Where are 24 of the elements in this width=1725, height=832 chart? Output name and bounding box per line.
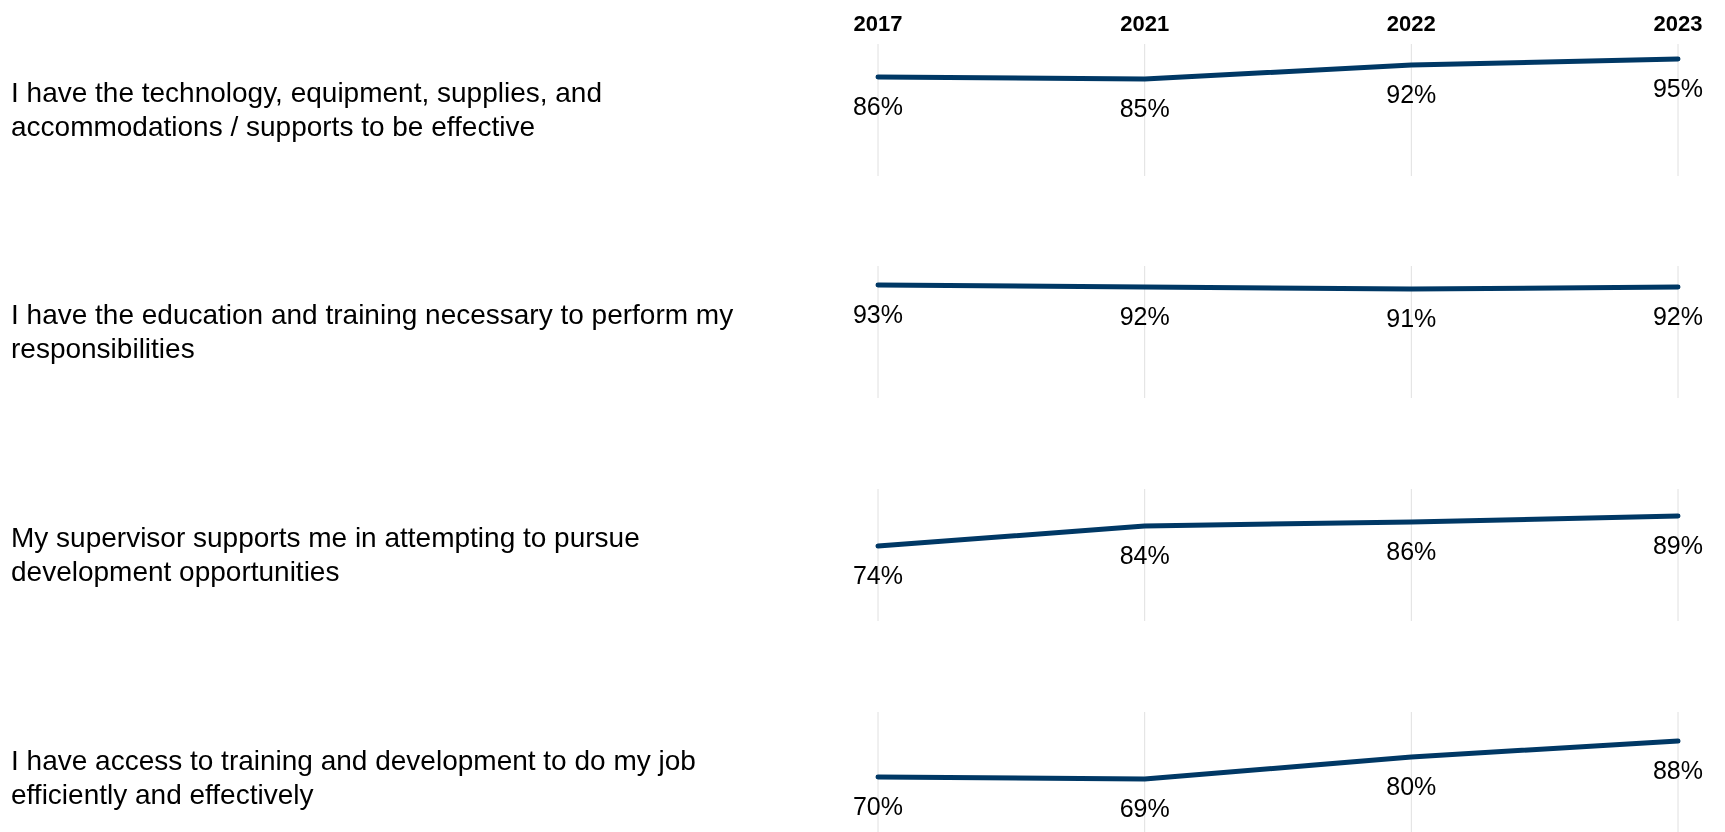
text: I have the education and training necessary to perform my responsibilities	[11, 299, 734, 364]
data-label: 74%	[852, 561, 904, 589]
text: I have the technology, equipment, supplies, and accommodations / supports to be effective	[11, 77, 602, 142]
data-label: 91%	[1386, 304, 1437, 332]
data-label: 69%	[1119, 794, 1170, 822]
data-label: 85%	[1119, 94, 1170, 122]
data-label: 86%	[1386, 537, 1437, 565]
data-label: 89%	[1652, 531, 1704, 559]
data-label: 92%	[1652, 302, 1704, 330]
data-label: 86%	[852, 92, 904, 120]
data-label: 80%	[1386, 772, 1437, 800]
x-tick-label: 2017	[853, 11, 903, 36]
x-tick-label: 2021	[1120, 11, 1170, 36]
data-label: 84%	[1119, 541, 1170, 569]
data-label: 88%	[1652, 756, 1704, 784]
data-label: 95%	[1652, 74, 1704, 102]
data-label: 92%	[1386, 80, 1437, 108]
data-label: 70%	[852, 792, 904, 820]
x-tick-label: 2023	[1653, 11, 1703, 36]
text: I have access to training and development to do my job efficiently and effectively	[11, 745, 696, 810]
data-label: 93%	[852, 300, 904, 328]
data-label: 92%	[1119, 302, 1170, 330]
x-tick-label: 2022	[1386, 11, 1436, 36]
text: My supervisor supports me in attempting to pursue development opportunities	[11, 522, 640, 587]
